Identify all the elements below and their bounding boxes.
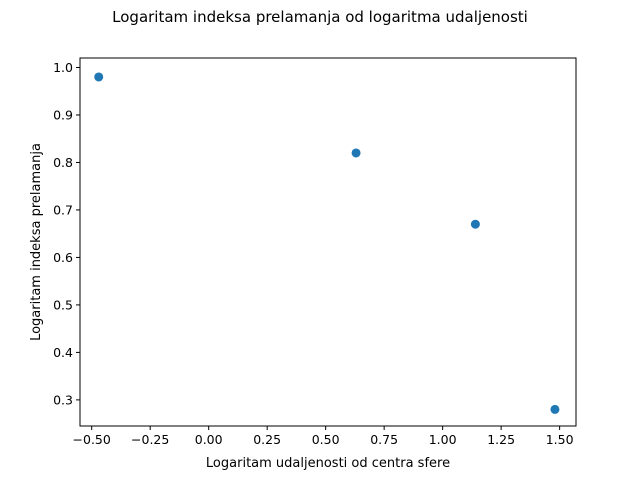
y-axis-label: Logaritam indeksa prelamanja [29,143,44,341]
y-tick-label: 0.9 [53,107,73,122]
y-tick-label: 0.3 [53,392,73,407]
data-point [94,72,104,82]
data-point [470,219,480,229]
data-point [351,148,361,158]
x-tick-label: 1.25 [487,432,515,447]
y-tick-label: 0.8 [53,155,73,170]
x-tick-label: 1.50 [546,432,574,447]
x-tick-label: −0.25 [131,432,169,447]
x-tick-label: 0.00 [195,432,223,447]
data-point [550,404,560,414]
x-tick-label: 0.25 [253,432,281,447]
y-tick-label: 0.4 [53,345,73,360]
x-axis-ticks: −0.50 −0.25 0.00 0.25 0.50 0.75 1.00 1.25 1.50 [73,426,574,447]
x-tick-label: 0.50 [312,432,340,447]
x-axis-label: Logaritam udaljenosti od centra sfere [206,456,450,471]
x-tick-label: 1.00 [429,432,457,447]
chart-title: Logaritam indeksa prelamanja od logaritm… [112,8,528,26]
y-tick-label: 1.0 [53,60,73,75]
y-tick-label: 0.7 [53,202,73,217]
axes-frame [79,57,577,427]
x-tick-label: −0.50 [73,432,111,447]
x-tick-label: 0.75 [370,432,398,447]
y-tick-label: 0.5 [53,297,73,312]
plot-area [79,57,577,427]
y-axis-ticks: 0.3 0.4 0.5 0.6 0.7 0.8 0.9 1.0 [53,60,80,407]
y-tick-label: 0.6 [53,250,73,265]
data-points [94,72,560,414]
